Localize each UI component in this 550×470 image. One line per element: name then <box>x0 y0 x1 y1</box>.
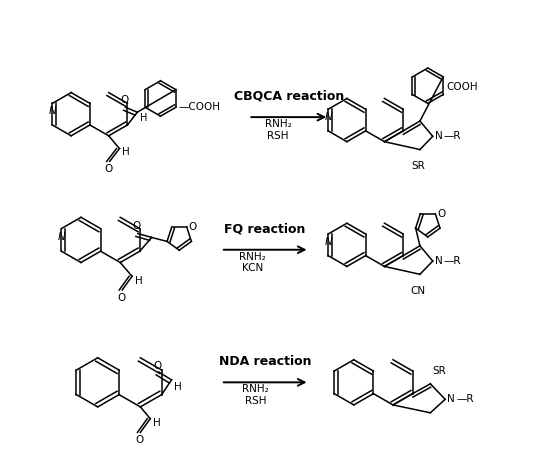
Text: FQ reaction: FQ reaction <box>224 222 306 235</box>
Text: RNH₂: RNH₂ <box>242 384 269 394</box>
Text: —COOH: —COOH <box>179 102 221 112</box>
Text: H: H <box>153 418 161 428</box>
Text: RNH₂: RNH₂ <box>239 252 266 262</box>
Text: N: N <box>48 106 56 116</box>
Text: O: O <box>104 164 113 174</box>
Text: —R: —R <box>457 394 475 404</box>
Text: SR: SR <box>411 161 425 172</box>
Text: —R: —R <box>443 256 461 266</box>
Text: O: O <box>117 293 125 303</box>
Text: N: N <box>447 394 455 404</box>
Text: O: O <box>153 361 162 371</box>
Text: SR: SR <box>432 366 446 376</box>
Text: N: N <box>58 232 65 242</box>
Text: O: O <box>189 222 197 232</box>
Text: KCN: KCN <box>241 264 263 274</box>
Text: N: N <box>324 112 332 122</box>
Text: CBQCA reaction: CBQCA reaction <box>234 89 344 102</box>
Text: H: H <box>123 148 130 157</box>
Text: O: O <box>120 95 129 105</box>
Text: RSH: RSH <box>245 396 266 406</box>
Text: CN: CN <box>410 286 426 296</box>
Text: H: H <box>174 382 182 392</box>
Text: O: O <box>133 220 141 231</box>
Text: N: N <box>434 131 442 141</box>
Text: COOH: COOH <box>446 82 478 92</box>
Text: —R: —R <box>443 131 461 141</box>
Text: O: O <box>135 435 144 446</box>
Text: N: N <box>324 237 332 247</box>
Text: O: O <box>437 209 446 219</box>
Text: H: H <box>140 113 147 123</box>
Text: NDA reaction: NDA reaction <box>219 354 311 368</box>
Text: RNH₂: RNH₂ <box>265 119 292 129</box>
Text: N: N <box>434 256 442 266</box>
Text: RSH: RSH <box>267 131 289 141</box>
Text: H: H <box>135 276 143 286</box>
